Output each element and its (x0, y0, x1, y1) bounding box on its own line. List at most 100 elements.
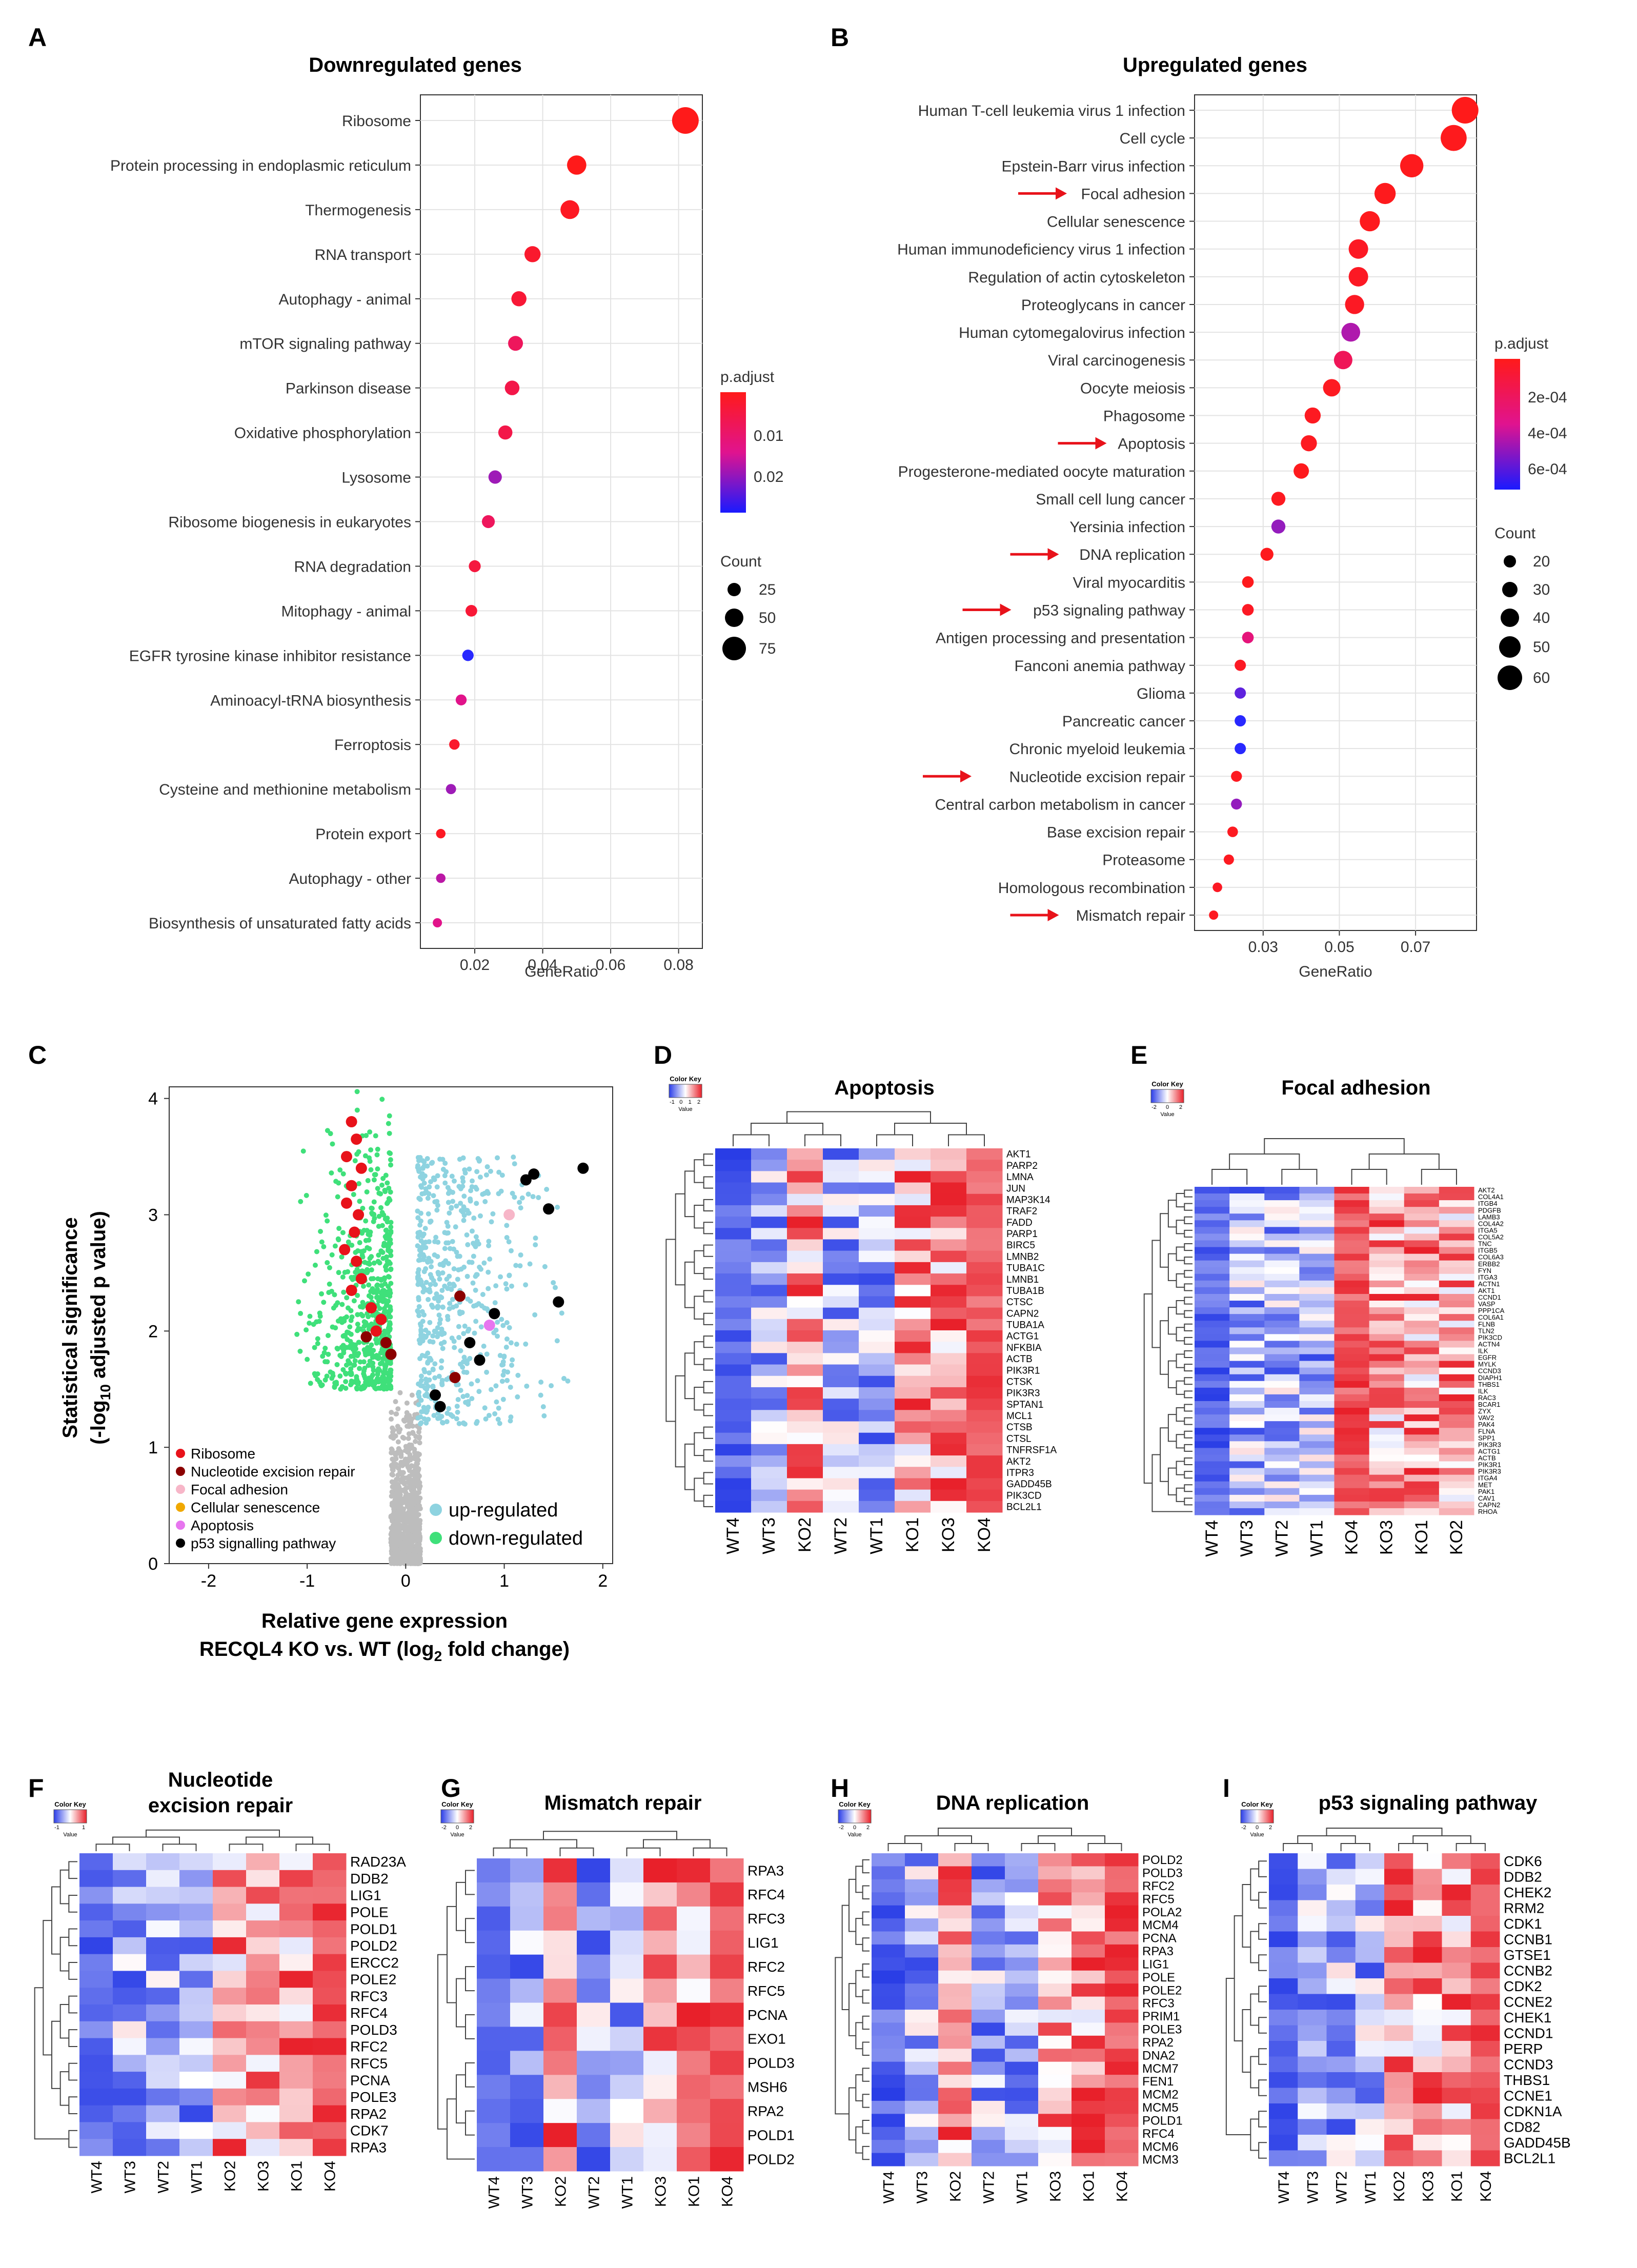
gene-point (411, 1533, 417, 1538)
heatmap-cell (677, 1954, 711, 1979)
heatmap-cell (1384, 1885, 1413, 1900)
heatmap-cell (610, 1882, 644, 1907)
gene-point-up (495, 1333, 500, 1339)
heatmap-row-label: RFC5 (747, 1983, 785, 1999)
heatmap-cell (477, 2075, 511, 2099)
row-dendrogram-branch (1225, 1978, 1251, 2135)
heatmap-cell (1105, 1931, 1139, 1945)
column-dendrogram-branch (1087, 1843, 1122, 1851)
gene-point-down (368, 1348, 374, 1354)
heatmap-cell (1299, 1200, 1335, 1207)
heatmap-cell (1269, 1853, 1298, 1869)
gene-point-down (325, 1128, 330, 1133)
heatmap-row-label: AKT2 (1006, 1456, 1031, 1467)
heatmap-row-label: POLE3 (1142, 2023, 1182, 2037)
heatmap-cell (79, 2139, 113, 2156)
heatmap-cell (1355, 1931, 1385, 1948)
heatmap-cell (1404, 1367, 1440, 1375)
heatmap-cell (246, 2105, 280, 2122)
gene-point-up (415, 1308, 420, 1313)
heatmap-cell (1195, 1468, 1230, 1475)
heatmap-cell (751, 1387, 787, 1399)
gene-point-down (352, 1358, 358, 1364)
column-dendrogram-branch (786, 1111, 931, 1123)
gene-point-up (507, 1325, 512, 1330)
heatmap-cell (543, 1930, 577, 1955)
gene-point-down (351, 1298, 357, 1304)
heatmap-cell (643, 1882, 677, 1907)
heatmap-cell (1229, 1408, 1265, 1415)
gene-point (404, 1414, 410, 1420)
color-key-tick: -2 (1241, 1825, 1246, 1831)
heatmap-cell (213, 1903, 247, 1921)
gene-point-down (383, 1303, 389, 1308)
heatmap-cell (246, 2088, 280, 2106)
heatmap-cell (1229, 1260, 1265, 1268)
heatmap-cell (1439, 1213, 1474, 1221)
heatmap-cell (510, 2051, 544, 2075)
gene-point-down (336, 1226, 342, 1231)
gene-point-up (441, 1330, 447, 1336)
heatmap-cell (1105, 1957, 1139, 1971)
gene-point-up (506, 1239, 512, 1245)
heatmap-cell (895, 1239, 931, 1251)
row-dendrogram-branch (1184, 1457, 1193, 1466)
heatmap-cell (751, 1262, 787, 1274)
heatmap-cell (610, 1906, 644, 1931)
heatmap-cell (1404, 1227, 1440, 1234)
heatmap-cell (213, 2088, 247, 2106)
gene-point-up (503, 1281, 509, 1287)
heatmap-cell (1038, 2114, 1072, 2128)
heatmap-cell (1413, 2025, 1442, 2041)
gene-point-up (553, 1285, 558, 1290)
category-label: Yersinia infection (1069, 519, 1185, 536)
row-dendrogram-branch (862, 1989, 870, 2004)
heatmap-cell (1439, 1207, 1474, 1214)
panel-a-size-key-dot (722, 637, 746, 660)
heatmap-row-label: FLNA (1478, 1427, 1495, 1435)
gene-point-up (509, 1363, 515, 1368)
gene-point-down (340, 1333, 346, 1339)
row-dendrogram-branch (841, 1905, 849, 2010)
gene-point-up (504, 1234, 510, 1240)
heatmap-cell (677, 2051, 711, 2075)
highlight-point (489, 1308, 500, 1320)
heatmap-row-label: POLE (1142, 1971, 1175, 1984)
gene-point-up (447, 1281, 452, 1287)
heatmap-cell (1105, 2100, 1139, 2114)
heatmap-row-label: CAV1 (1478, 1494, 1495, 1502)
panel-b-dotplot: Upregulated genes Human T-cell leukemia … (897, 54, 1567, 980)
gene-point-up (432, 1239, 437, 1244)
heatmap-cell (1439, 1401, 1474, 1408)
column-dendrogram-branch (246, 1836, 313, 1845)
gene-point-up (424, 1189, 430, 1195)
heatmap-row-label: FYN (1478, 1267, 1491, 1274)
heatmap-row-label: PRIM1 (1142, 2010, 1180, 2023)
column-dendrogram-branch (1264, 1138, 1405, 1154)
heatmap-cell (213, 1954, 247, 1971)
gene-point-up (418, 1378, 424, 1384)
heatmap-cell (1298, 2025, 1327, 2041)
heatmap-cell (938, 2114, 972, 2128)
heatmap-row-label: ITGA4 (1478, 1474, 1498, 1482)
heatmap-cell (1384, 2025, 1413, 2041)
legend-focal-adhesion-dot (176, 1485, 185, 1494)
gene-point-up (481, 1343, 487, 1349)
heatmap-cell (1195, 1267, 1230, 1274)
panel-c-y-label-main: (-log (87, 1400, 110, 1445)
gene-point-up (503, 1344, 509, 1350)
row-dendrogram-branch (862, 2145, 870, 2160)
row-dendrogram-branch (1258, 2048, 1267, 2065)
gene-point-down (369, 1267, 374, 1273)
gene-point (390, 1467, 396, 1473)
heatmap-cell (1299, 1280, 1335, 1288)
dot (524, 246, 541, 262)
heatmap-row-label: AKT1 (1006, 1149, 1031, 1160)
gene-point-up (486, 1286, 491, 1291)
heatmap-cell (972, 2127, 1005, 2140)
heatmap-cell (1298, 2150, 1327, 2166)
gene-point-up (439, 1358, 444, 1364)
heatmap-cell (1470, 2056, 1500, 2073)
gene-point-up (474, 1421, 479, 1426)
